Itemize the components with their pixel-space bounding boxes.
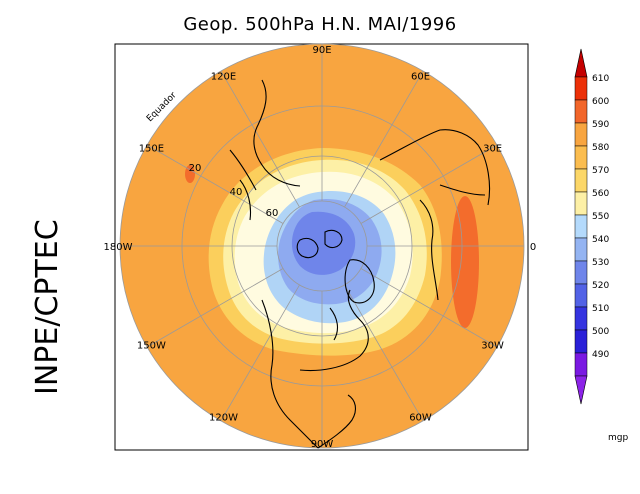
colorbar-level-label: 570 (592, 166, 609, 176)
longitude-label: 120W (209, 413, 238, 424)
colorbar-swatch (574, 283, 588, 308)
longitude-label: 60E (411, 71, 430, 82)
colorbar-level-label: 530 (592, 258, 609, 268)
meridian-line (360, 268, 498, 348)
colorbar-swatch (574, 214, 588, 239)
colorbar-swatch (574, 352, 588, 377)
colorbar-swatch (574, 329, 588, 354)
colorbar-swatch (574, 145, 588, 170)
meridians (120, 44, 524, 448)
longitude-label: 90W (311, 439, 334, 450)
colorbar-level-label: 500 (592, 327, 609, 337)
map-title: Geop. 500hPa H.N. MAI/1996 (183, 14, 457, 35)
latitude-label: 40 (230, 187, 243, 198)
colorbar-unit: mgp (608, 433, 628, 443)
colorbar-level-label: 610 (592, 74, 609, 84)
colorbar-swatch (574, 99, 588, 124)
meridian-line (344, 284, 424, 422)
meridian-line (344, 70, 424, 208)
colorbar-level-label: 600 (592, 97, 609, 107)
colorbar-level-label: 550 (592, 212, 609, 222)
longitude-label: 120E (211, 71, 236, 82)
colorbar-swatch (574, 168, 588, 193)
longitude-label: 150E (139, 144, 164, 155)
colorbar-level-label: 590 (592, 120, 609, 130)
meridian-line (146, 144, 284, 224)
latitude-label: 60 (266, 208, 279, 219)
colorbar-level-label: 510 (592, 304, 609, 314)
subtropical-high-atlantic (451, 196, 479, 328)
meridian-line (220, 70, 300, 208)
latitude-label: 20 (189, 163, 202, 174)
colorbar-level-label: 490 (592, 350, 609, 360)
polar-map: 90E60E30E030W60W90W120W150W180W150E120E … (104, 43, 537, 450)
colorbar-bottom-arrow (574, 375, 588, 405)
longitude-label: 60W (409, 413, 432, 424)
meridian-line (220, 284, 300, 422)
colorbar-swatch (574, 122, 588, 147)
meridian-line (360, 144, 498, 224)
longitude-label: 90E (312, 45, 331, 56)
colorbar-level-label: 540 (592, 235, 609, 245)
longitude-label: 180W (104, 242, 133, 253)
colorbar-swatch (574, 191, 588, 216)
longitude-labels: 90E 60E 30E 0 30W 60W 90W 120W 150W 180W 150E 120E (104, 45, 537, 450)
meridian-line (146, 268, 284, 348)
coastlines (229, 79, 491, 449)
colorbar-swatch (574, 237, 588, 262)
colorbar: 610 600 590 580 570 560 550 540 530 520 510 500 490 (574, 48, 609, 405)
longitude-label: 30W (481, 341, 504, 352)
longitude-label: 150W (137, 341, 166, 352)
colorbar-level-label: 580 (592, 143, 609, 153)
colorbar-swatch (574, 306, 588, 331)
colorbar-swatch (574, 76, 588, 101)
longitude-label: 0 (530, 242, 536, 253)
colorbar-level-label: 520 (592, 281, 609, 291)
subtropical-high-pacific (185, 165, 195, 183)
latitude-labels: 20 40 60 (189, 163, 279, 219)
colorbar-level-label: 560 (592, 189, 609, 199)
colorbar-top-arrow (574, 48, 588, 78)
longitude-label: 30E (483, 144, 502, 155)
contour-520-core (291, 211, 356, 275)
colorbar-swatch (574, 260, 588, 285)
